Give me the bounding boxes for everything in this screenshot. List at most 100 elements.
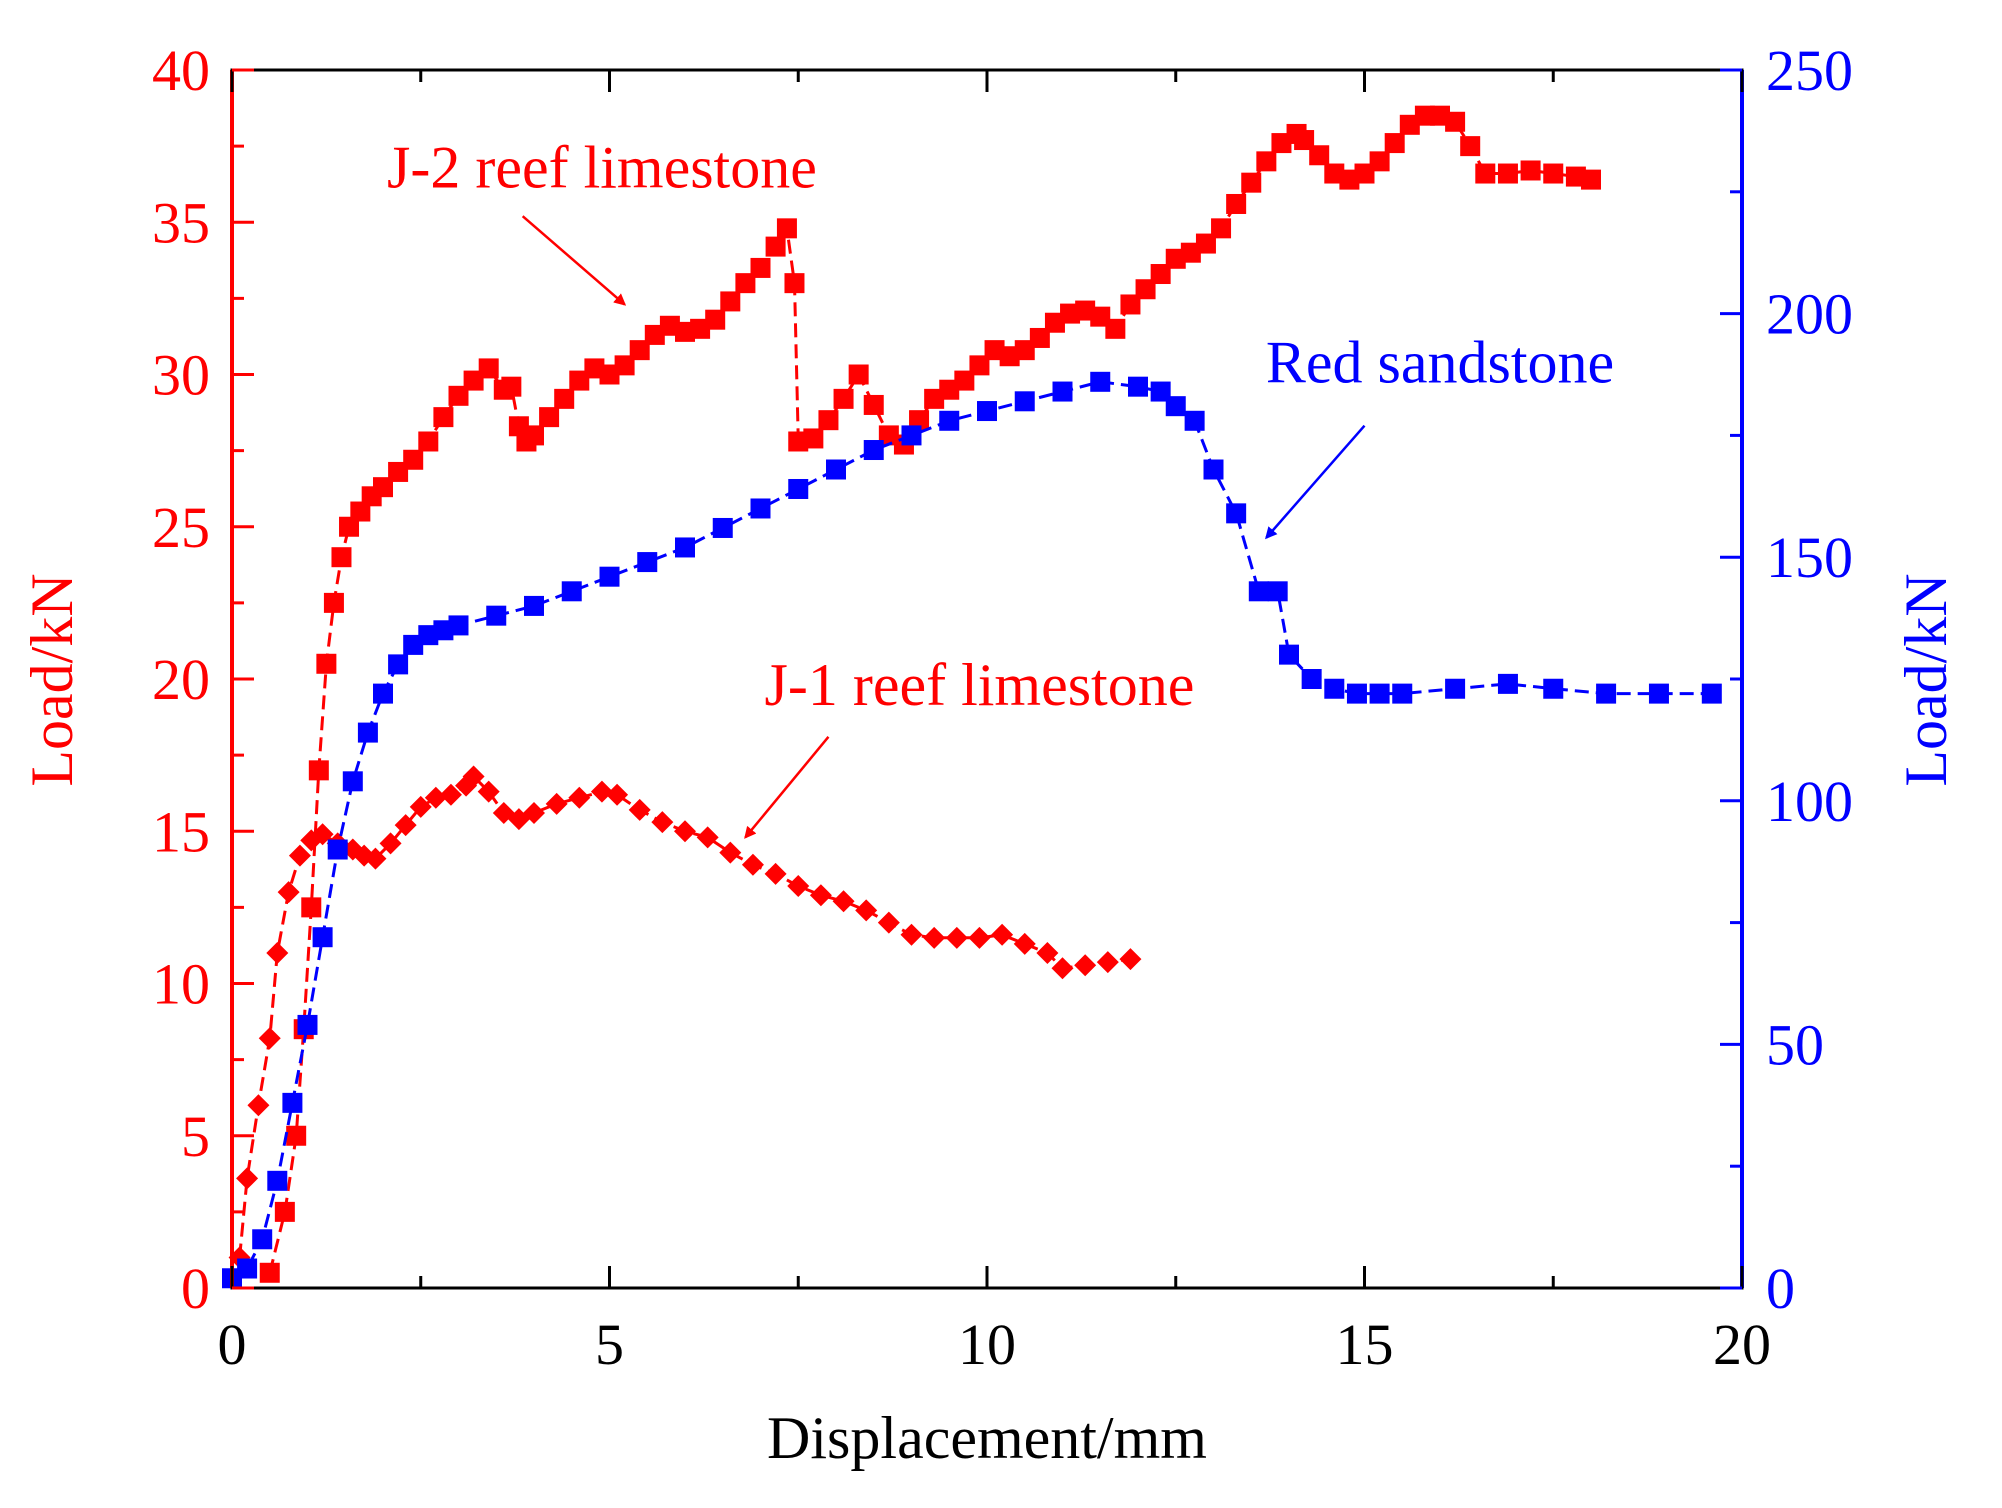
data-point-j-2-reef-limestone xyxy=(614,355,635,376)
y-left-tick-label: 25 xyxy=(152,495,210,560)
annotation-label-j-2-reef-limestone: J-2 reef limestone xyxy=(387,134,817,200)
data-point-j-1-reef-limestone xyxy=(1096,951,1119,974)
data-point-j-2-reef-limestone xyxy=(1543,163,1564,184)
data-point-red-sandstone xyxy=(788,478,809,499)
data-point-j-1-reef-limestone xyxy=(968,926,991,949)
data-point-red-sandstone xyxy=(433,620,454,641)
data-point-j-1-reef-limestone xyxy=(787,875,810,898)
data-point-j-2-reef-limestone xyxy=(818,410,839,431)
data-point-j-2-reef-limestone xyxy=(1195,233,1216,254)
data-point-j-2-reef-limestone xyxy=(1581,169,1601,190)
data-point-j-2-reef-limestone xyxy=(1271,133,1292,154)
data-point-j-2-reef-limestone xyxy=(1460,136,1481,157)
data-point-j-1-reef-limestone xyxy=(651,811,674,834)
data-point-j-1-reef-limestone xyxy=(236,1167,259,1190)
data-point-j-2-reef-limestone xyxy=(569,370,590,391)
data-point-j-2-reef-limestone xyxy=(878,425,899,446)
annotation-arrow-j-2-reef-limestone xyxy=(521,215,627,306)
data-point-j-2-reef-limestone xyxy=(599,364,620,385)
data-point-red-sandstone xyxy=(901,425,922,446)
data-point-j-2-reef-limestone xyxy=(1497,163,1518,184)
data-point-j-2-reef-limestone xyxy=(675,321,695,342)
data-point-red-sandstone xyxy=(237,1258,258,1279)
left-axis-title: Load/kN xyxy=(19,573,85,786)
data-point-red-sandstone xyxy=(297,1014,318,1035)
data-point-j-2-reef-limestone xyxy=(388,461,409,482)
data-point-red-sandstone xyxy=(1497,673,1518,694)
data-point-j-1-reef-limestone xyxy=(1074,954,1097,977)
data-point-j-2-reef-limestone xyxy=(508,416,529,437)
x-tick-label: 15 xyxy=(1336,1312,1394,1377)
data-point-j-2-reef-limestone xyxy=(1324,163,1345,184)
series-j-2-reef-limestone xyxy=(259,105,1601,1283)
data-point-j-2-reef-limestone xyxy=(1565,166,1586,187)
data-point-j-2-reef-limestone xyxy=(690,318,711,339)
y-left-tick-label: 40 xyxy=(152,38,210,103)
data-point-red-sandstone xyxy=(939,410,960,431)
data-point-j-2-reef-limestone xyxy=(554,388,575,409)
data-point-j-1-reef-limestone xyxy=(1051,957,1074,980)
data-point-j-2-reef-limestone xyxy=(1309,145,1330,166)
data-point-red-sandstone xyxy=(1150,381,1171,402)
data-point-j-2-reef-limestone xyxy=(659,315,680,336)
y-right-tick-label: 100 xyxy=(1766,769,1853,834)
data-point-j-1-reef-limestone xyxy=(568,786,591,809)
data-point-j-2-reef-limestone xyxy=(316,653,337,674)
data-point-j-1-reef-limestone xyxy=(379,832,402,855)
data-point-red-sandstone xyxy=(282,1092,303,1113)
data-point-j-1-reef-limestone xyxy=(462,765,485,788)
data-point-red-sandstone xyxy=(863,440,884,461)
data-point-red-sandstone xyxy=(977,401,997,422)
data-point-j-2-reef-limestone xyxy=(1165,248,1186,269)
data-point-red-sandstone xyxy=(1090,371,1111,392)
data-point-j-1-reef-limestone xyxy=(991,923,1014,946)
data-point-j-2-reef-limestone xyxy=(1226,193,1247,214)
data-point-red-sandstone xyxy=(675,537,695,558)
data-point-j-2-reef-limestone xyxy=(954,370,975,391)
data-point-j-2-reef-limestone xyxy=(1294,130,1315,151)
y-right-tick-label: 0 xyxy=(1766,1256,1795,1321)
x-tick-label: 5 xyxy=(595,1312,624,1377)
data-point-j-2-reef-limestone xyxy=(539,407,560,428)
data-point-j-1-reef-limestone xyxy=(1119,948,1142,971)
data-point-j-2-reef-limestone xyxy=(629,340,650,361)
data-point-red-sandstone xyxy=(1279,644,1299,665)
y-left-tick-label: 0 xyxy=(181,1256,210,1321)
data-point-red-sandstone xyxy=(1184,410,1205,431)
data-point-j-2-reef-limestone xyxy=(1105,318,1126,339)
series-layer xyxy=(222,105,1722,1289)
data-point-j-2-reef-limestone xyxy=(339,516,360,537)
data-point-j-2-reef-limestone xyxy=(924,388,945,409)
data-point-j-2-reef-limestone xyxy=(350,501,371,522)
x-tick-label: 20 xyxy=(1713,1312,1771,1377)
data-point-j-2-reef-limestone xyxy=(1399,114,1420,135)
data-point-red-sandstone xyxy=(599,566,620,587)
data-point-j-2-reef-limestone xyxy=(644,324,665,345)
data-point-j-1-reef-limestone xyxy=(288,844,311,867)
y-left-tick-label: 15 xyxy=(152,799,210,864)
data-point-j-2-reef-limestone xyxy=(999,346,1020,367)
data-point-j-2-reef-limestone xyxy=(909,410,930,431)
data-point-j-1-reef-limestone xyxy=(394,814,417,837)
data-point-j-2-reef-limestone xyxy=(286,1125,307,1146)
data-point-j-2-reef-limestone xyxy=(776,218,797,239)
data-point-j-2-reef-limestone xyxy=(788,431,809,452)
data-point-j-2-reef-limestone xyxy=(1520,160,1541,181)
data-point-j-2-reef-limestone xyxy=(524,425,544,446)
data-point-j-1-reef-limestone xyxy=(1036,942,1059,965)
data-point-red-sandstone xyxy=(1324,678,1345,699)
data-point-j-2-reef-limestone xyxy=(969,355,990,376)
data-point-j-1-reef-limestone xyxy=(877,911,900,934)
data-point-red-sandstone xyxy=(1445,678,1466,699)
data-point-j-2-reef-limestone xyxy=(274,1201,295,1222)
data-point-red-sandstone xyxy=(373,683,393,704)
data-point-red-sandstone xyxy=(357,722,378,743)
data-point-j-2-reef-limestone xyxy=(1135,279,1156,300)
data-point-j-2-reef-limestone xyxy=(1354,163,1375,184)
data-point-j-1-reef-limestone xyxy=(606,783,629,806)
data-point-j-1-reef-limestone xyxy=(945,926,968,949)
annotation-arrow-red-sandstone xyxy=(1265,424,1366,540)
data-point-red-sandstone xyxy=(750,498,771,519)
